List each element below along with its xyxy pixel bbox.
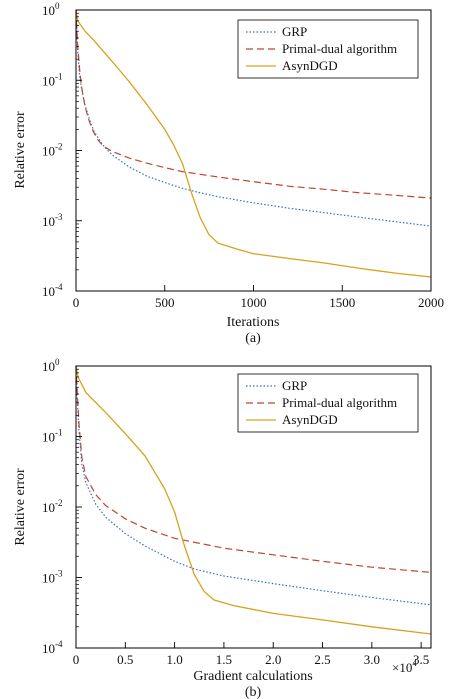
panel-a-x-tick-label-4: 2000: [418, 295, 444, 310]
panel-a-series-line-1: [75, 9, 432, 199]
panel-a-y-tick-base: 10: [42, 144, 55, 159]
panel-b-y-tick-exp: -4: [55, 639, 63, 649]
panel-b-x-multiplier-exp: 4: [412, 658, 417, 668]
panel-b-y-tick-base: 10: [42, 500, 55, 515]
panel-a-y-tick-base: 10: [42, 3, 55, 18]
panel-b-series-layer: [75, 365, 432, 635]
panel-a-y-tick-label-3: 10-3: [42, 212, 63, 229]
panel-a-y-tick-exp: 0: [55, 1, 60, 11]
panel-b-legend-label-asyndgd: AsynDGD: [282, 412, 338, 427]
panel-a-series-line-2: [75, 9, 432, 278]
panel-b-legend-label-primal-dual: Primal-dual algorithm: [282, 395, 397, 410]
panel-b-x-tick-label-0: 0: [73, 652, 80, 667]
panel-b-y-tick-exp: 0: [55, 357, 60, 367]
panel-b-series-line-2: [75, 365, 432, 635]
panel-a-x-tick-label-3: 1500: [329, 295, 355, 310]
panel-a-legend-label-asyndgd: AsynDGD: [282, 58, 338, 73]
panel-a-y-tick-base: 10: [42, 284, 55, 299]
panel-a-legend: GRP Primal-dual algorithm AsynDGD: [237, 19, 419, 79]
panel-b-x-multiplier: ×104: [392, 658, 417, 675]
panel-a-legend-label-grp: GRP: [282, 24, 307, 39]
panel-b-x-tick-label-2: 1.0: [166, 652, 182, 667]
panel-a-y-tick-label-2: 10-2: [42, 142, 63, 159]
panel-a-y-tick-base: 10: [42, 214, 55, 229]
panel-b-x-multiplier-base: ×10: [392, 660, 412, 675]
panel-a-y-tick-exp: -2: [55, 142, 63, 152]
panel-b-y-tick-base: 10: [42, 641, 55, 656]
panel-b-legend-label-grp: GRP: [282, 378, 307, 393]
panel-a-y-tick-exp: -1: [55, 71, 63, 81]
panel-a-x-tick-label-2: 1000: [241, 295, 267, 310]
panel-b-y-tick-label-4: 10-4: [42, 639, 63, 656]
panel-a-series-layer: [75, 9, 432, 278]
panel-a-x-axis-label: Iterations: [227, 315, 280, 330]
panel-b-x-axis-label: Gradient calculations: [193, 669, 312, 684]
panel-a-y-tick-base: 10: [42, 73, 55, 88]
panel-b-y-tick-label-0: 100: [42, 357, 60, 374]
panel-b-y-tick-label-1: 10-1: [42, 428, 63, 445]
panel-a-y-axis-label: Relative error: [13, 111, 28, 189]
panel-a-y-tick-label-1: 10-1: [42, 71, 63, 88]
panel-b-y-tick-base: 10: [42, 359, 55, 374]
panel-b-x-tick-label-5: 2.5: [314, 652, 330, 667]
panel-a-y-tick-label-0: 100: [42, 1, 60, 18]
panel-b-y-axis-label: Relative error: [13, 468, 28, 546]
panel-b-x-tick-label-6: 3.0: [364, 652, 380, 667]
panel-b-x-tick-label-1: 0.5: [117, 652, 133, 667]
panel-b-y-tick-base: 10: [42, 571, 55, 586]
panel-b-y-tick-base: 10: [42, 430, 55, 445]
panel-a-x-tick-label-0: 0: [73, 295, 80, 310]
panel-b-x-tick-label-3: 1.5: [216, 652, 232, 667]
panel-a-y-tick-label-4: 10-4: [42, 282, 63, 299]
panel-a-x-tick-label-1: 500: [155, 295, 175, 310]
panel-b-x-tick-label-4: 2.0: [265, 652, 281, 667]
panel-a-panel-label: (a): [245, 331, 261, 346]
panel-a-y-tick-exp: -3: [55, 212, 63, 222]
panel-b-y-tick-exp: -2: [55, 498, 63, 508]
panel-a-y-tick-exp: -4: [55, 282, 63, 292]
panel-b-y-tick-label-3: 10-3: [42, 569, 63, 586]
panel-a-legend-label-primal-dual: Primal-dual algorithm: [282, 41, 397, 56]
panel-b-y-tick-label-2: 10-2: [42, 498, 63, 515]
panel-b-y-tick-exp: -3: [55, 569, 63, 579]
panel-b-legend: GRP Primal-dual algorithm AsynDGD: [237, 373, 419, 433]
panel-b-panel-label: (b): [245, 685, 262, 699]
panel-b-x-tick-label-7: 3.5: [413, 652, 429, 667]
panel-b-y-tick-exp: -1: [55, 428, 63, 438]
panel-b-series-line-1: [75, 365, 432, 573]
